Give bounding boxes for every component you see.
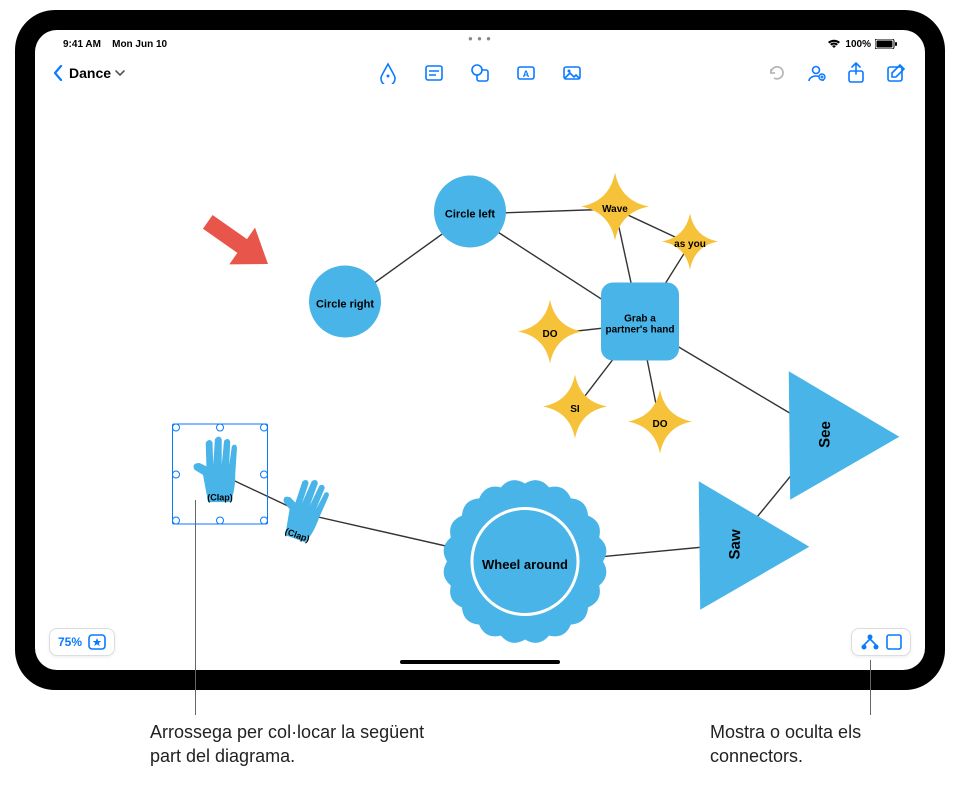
- node-hand2[interactable]: (Clap): [255, 463, 354, 565]
- wifi-icon: [827, 39, 841, 49]
- screen: ● ● ● 9:41 AM Mon Jun 10 100% Dance: [35, 30, 925, 670]
- favorites-icon[interactable]: [88, 634, 106, 650]
- status-left: 9:41 AM Mon Jun 10: [63, 39, 167, 50]
- home-indicator[interactable]: [400, 660, 560, 664]
- selection-handle[interactable]: [260, 424, 268, 432]
- node-arrow[interactable]: [185, 193, 285, 295]
- svg-text:A: A: [523, 69, 530, 79]
- undo-icon[interactable]: [765, 62, 787, 84]
- connectors-toggle-icon[interactable]: [860, 633, 880, 651]
- node-grab[interactable]: Grab a partner's hand: [601, 283, 679, 366]
- callout-left: Arrossega per col·locar la següent part …: [150, 720, 440, 769]
- selection-handle[interactable]: [172, 517, 180, 525]
- callout-right: Mostra o oculta els connectors.: [710, 720, 920, 769]
- node-do1[interactable]: DO: [518, 300, 582, 369]
- diagram-controls: [851, 628, 911, 656]
- node-circle_right[interactable]: Circle right: [309, 266, 381, 343]
- callout-line-left: [195, 500, 196, 715]
- node-circle_left[interactable]: Circle left: [434, 176, 506, 253]
- zoom-value: 75%: [58, 635, 82, 649]
- node-wheel[interactable]: Wheel around: [435, 472, 615, 657]
- node-hand1[interactable]: (Clap): [180, 432, 260, 517]
- status-time: 9:41 AM: [63, 39, 101, 50]
- selection-handle[interactable]: [216, 424, 224, 432]
- status-right: 100%: [827, 39, 897, 50]
- battery-pct: 100%: [845, 39, 871, 50]
- shapes-icon[interactable]: [469, 62, 491, 84]
- selection-handle[interactable]: [172, 470, 180, 478]
- selection-handle[interactable]: [172, 424, 180, 432]
- canvas[interactable]: Circle rightCircle leftWaveas youDOSIDOG…: [35, 94, 925, 670]
- sticky-note-icon[interactable]: [423, 62, 445, 84]
- chevron-down-icon: [115, 70, 125, 76]
- selection-handle[interactable]: [260, 470, 268, 478]
- battery-icon: [875, 39, 897, 49]
- node-do2[interactable]: DO: [628, 390, 692, 459]
- board-title: Dance: [69, 65, 111, 81]
- callout-right-text: Mostra o oculta els connectors.: [710, 722, 861, 766]
- media-icon[interactable]: [561, 62, 583, 84]
- compose-icon[interactable]: [885, 62, 907, 84]
- ipad-frame: ● ● ● 9:41 AM Mon Jun 10 100% Dance: [15, 10, 945, 690]
- node-si[interactable]: SI: [543, 375, 607, 444]
- node-wave[interactable]: Wave: [581, 173, 649, 246]
- share-icon[interactable]: [845, 62, 867, 84]
- status-bar: 9:41 AM Mon Jun 10 100%: [35, 36, 925, 52]
- selection-handle[interactable]: [216, 517, 224, 525]
- callout-left-text: Arrossega per col·locar la següent part …: [150, 722, 424, 766]
- textbox-icon[interactable]: A: [515, 62, 537, 84]
- status-date: Mon Jun 10: [112, 39, 167, 50]
- callout-line-right: [870, 660, 871, 715]
- back-icon[interactable]: [53, 65, 63, 81]
- collaborate-icon[interactable]: [805, 62, 827, 84]
- grid-toggle-icon[interactable]: [886, 634, 902, 650]
- pen-tool-icon[interactable]: [377, 62, 399, 84]
- board-title-button[interactable]: Dance: [69, 65, 125, 81]
- node-asyou[interactable]: as you: [662, 214, 718, 275]
- zoom-control[interactable]: 75%: [49, 628, 115, 656]
- selection-box[interactable]: [172, 424, 268, 525]
- toolbar: Dance A: [35, 56, 925, 90]
